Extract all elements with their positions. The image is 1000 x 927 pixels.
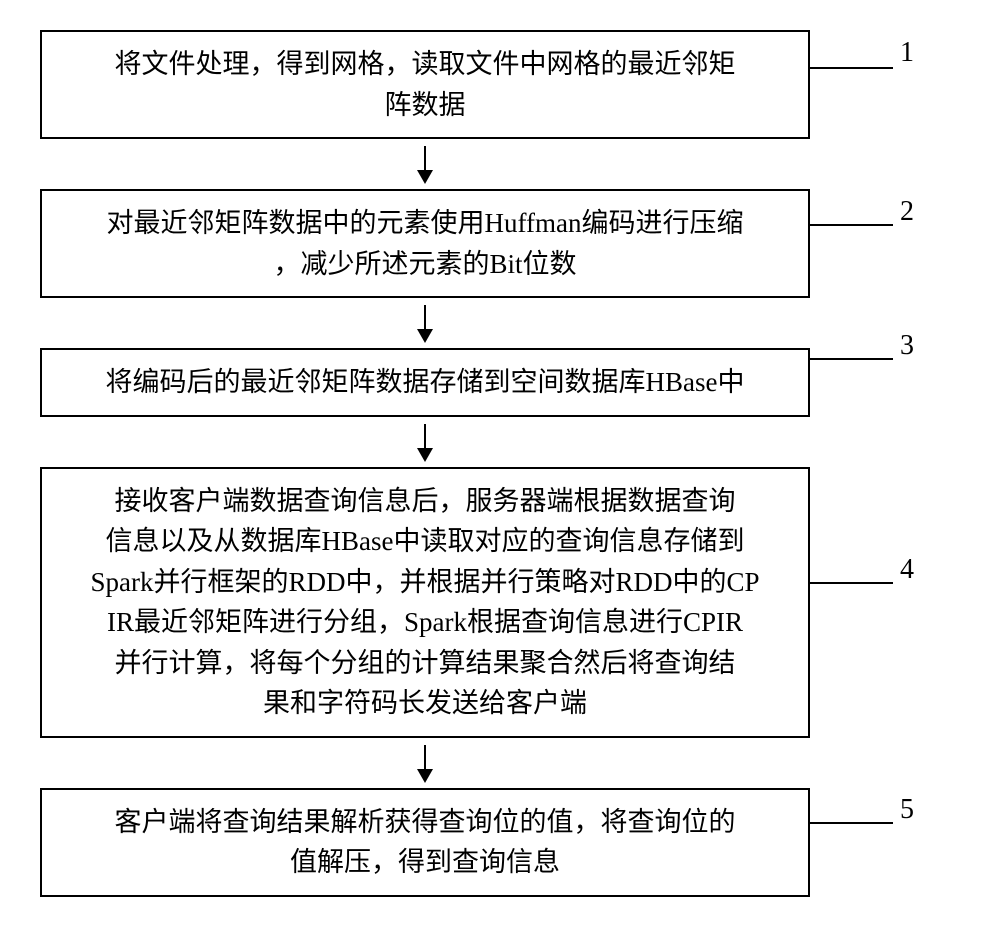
step-text-line: Spark并行框架的RDD中，并根据并行策略对RDD中的CP [62, 562, 788, 603]
step-text-line: 将编码后的最近邻矩阵数据存储到空间数据库HBase中 [62, 362, 788, 403]
step-label-number: 4 [900, 554, 914, 586]
step-label-number: 2 [900, 196, 914, 228]
flow-step-3: 将编码后的最近邻矩阵数据存储到空间数据库HBase中 3 [40, 348, 960, 417]
flow-step-1: 将文件处理，得到网格，读取文件中网格的最近邻矩阵数据1 [40, 30, 960, 139]
step-text-line: 客户端将查询结果解析获得查询位的值，将查询位的 [62, 802, 788, 843]
connector-line [808, 582, 893, 584]
step-text-line: 果和字符码长发送给客户端 [62, 683, 788, 724]
step-text-line: 将文件处理，得到网格，读取文件中网格的最近邻矩 [62, 44, 788, 85]
flow-step-2: 对最近邻矩阵数据中的元素使用Huffman编码进行压缩，减少所述元素的Bit位数… [40, 189, 960, 298]
flow-step-4: 接收客户端数据查询信息后，服务器端根据数据查询信息以及从数据库HBase中读取对… [40, 467, 960, 738]
connector-line [808, 358, 893, 360]
step-box-5: 客户端将查询结果解析获得查询位的值，将查询位的值解压，得到查询信息 [40, 788, 810, 897]
arrow-down [40, 738, 810, 788]
arrow-down [40, 139, 810, 189]
step-text-line: 并行计算，将每个分组的计算结果聚合然后将查询结 [62, 643, 788, 684]
step-text-line: ，减少所述元素的Bit位数 [62, 244, 788, 285]
step-box-3: 将编码后的最近邻矩阵数据存储到空间数据库HBase中 [40, 348, 810, 417]
step-text-line: 值解压，得到查询信息 [62, 842, 788, 883]
arrow-line [424, 146, 426, 182]
connector-line [808, 822, 893, 824]
label-area-4: 4 [810, 572, 960, 632]
arrow-line [424, 305, 426, 341]
arrow-line [424, 424, 426, 460]
label-area-3: 3 [810, 352, 960, 412]
flow-step-5: 客户端将查询结果解析获得查询位的值，将查询位的值解压，得到查询信息5 [40, 788, 960, 897]
connector-line [808, 67, 893, 69]
step-text-line: 接收客户端数据查询信息后，服务器端根据数据查询 [62, 481, 788, 522]
step-box-2: 对最近邻矩阵数据中的元素使用Huffman编码进行压缩，减少所述元素的Bit位数 [40, 189, 810, 298]
step-box-4: 接收客户端数据查询信息后，服务器端根据数据查询信息以及从数据库HBase中读取对… [40, 467, 810, 738]
arrow-down [40, 298, 810, 348]
connector-line [808, 224, 893, 226]
step-label-number: 3 [900, 330, 914, 362]
step-text-line: 阵数据 [62, 85, 788, 126]
step-text-line: IR最近邻矩阵进行分组，Spark根据查询信息进行CPIR [62, 602, 788, 643]
step-box-1: 将文件处理，得到网格，读取文件中网格的最近邻矩阵数据 [40, 30, 810, 139]
arrow-down [40, 417, 810, 467]
label-area-1: 1 [810, 55, 960, 115]
label-area-2: 2 [810, 214, 960, 274]
step-text-line: 对最近邻矩阵数据中的元素使用Huffman编码进行压缩 [62, 203, 788, 244]
arrow-line [424, 745, 426, 781]
step-label-number: 5 [900, 794, 914, 826]
step-label-number: 1 [900, 37, 914, 69]
step-text-line: 信息以及从数据库HBase中读取对应的查询信息存储到 [62, 521, 788, 562]
label-area-5: 5 [810, 812, 960, 872]
